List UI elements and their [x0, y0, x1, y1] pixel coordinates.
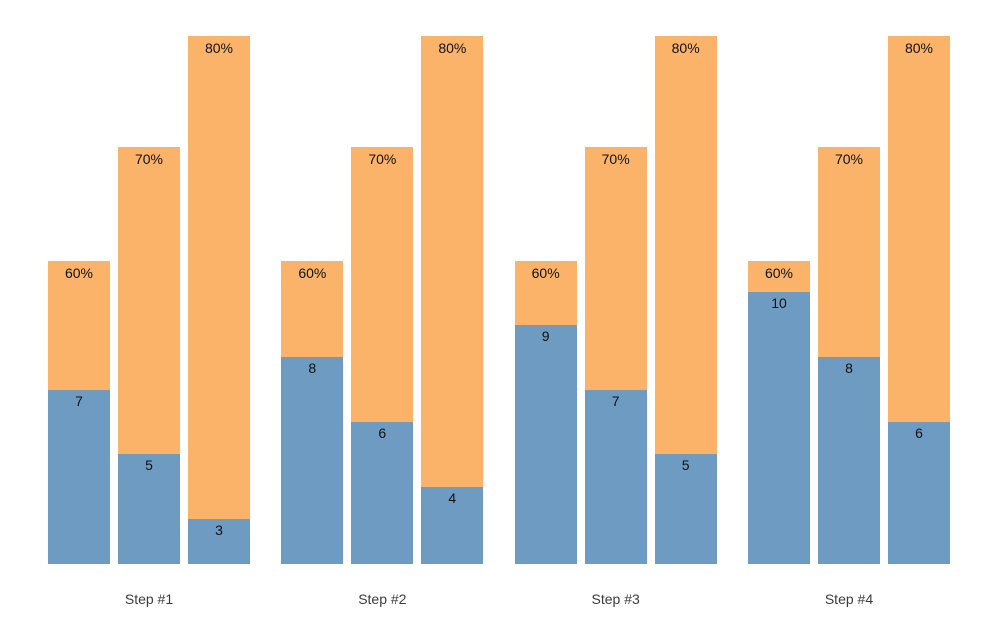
chart-area: 60% 7 70% 5 80% 3 60% 8 70% 6 80% 4 60% 9 70% 7 80% 5 60% 1… — [48, 36, 950, 564]
category-label: Step #3 — [591, 591, 640, 607]
total-bar: 60% 7 — [48, 261, 110, 564]
value-label: 6 — [915, 425, 923, 441]
inner-value-bar: 4 — [421, 487, 484, 564]
total-bar: 70% 7 — [584, 147, 647, 564]
inner-value-bar: 5 — [118, 454, 180, 564]
value-label: 7 — [75, 393, 83, 409]
value-label: 7 — [611, 393, 620, 409]
inner-value-bar: 8 — [817, 357, 880, 564]
value-label: 4 — [448, 490, 457, 506]
percent-label: 80% — [904, 40, 933, 56]
total-bar: 70% 6 — [351, 147, 414, 564]
total-bar: 60% 8 — [281, 261, 344, 564]
total-bar: 70% 5 — [118, 147, 180, 564]
percent-label: 60% — [298, 265, 327, 281]
value-label: 8 — [845, 360, 853, 376]
percent-label: 60% — [64, 265, 94, 281]
total-bar: 60% 10 — [747, 261, 810, 564]
total-bar: 80% 5 — [654, 36, 717, 564]
value-label: 5 — [681, 457, 690, 473]
percent-label: 70% — [601, 151, 630, 167]
value-label: 8 — [308, 360, 317, 376]
inner-value-bar: 6 — [351, 422, 414, 564]
percent-label: 70% — [134, 151, 164, 167]
total-bar: 60% 9 — [514, 261, 577, 564]
inner-value-bar: 7 — [584, 390, 647, 564]
inner-value-bar: 7 — [48, 390, 110, 564]
percent-label: 70% — [834, 151, 863, 167]
category-label: Step #4 — [824, 591, 874, 607]
value-label: 6 — [378, 425, 387, 441]
value-label: 5 — [145, 457, 153, 473]
percent-label: 80% — [204, 40, 234, 56]
total-bar: 80% 6 — [887, 36, 950, 564]
category-label: Step #1 — [124, 591, 174, 607]
inner-value-bar: 6 — [887, 422, 950, 564]
inner-value-bar: 10 — [747, 292, 810, 564]
percent-label: 60% — [764, 265, 793, 281]
total-bar: 80% 4 — [421, 36, 484, 564]
value-label: 3 — [215, 522, 223, 538]
percent-label: 60% — [531, 265, 560, 281]
inner-value-bar: 9 — [514, 325, 577, 564]
category-label: Step #2 — [358, 591, 407, 607]
value-label: 10 — [771, 295, 787, 311]
inner-value-bar: 3 — [188, 519, 250, 564]
total-bar: 80% 3 — [188, 36, 250, 564]
percent-label: 80% — [438, 40, 467, 56]
percent-label: 80% — [671, 40, 700, 56]
inner-value-bar: 5 — [654, 454, 717, 564]
inner-value-bar: 8 — [281, 357, 344, 564]
total-bar: 70% 8 — [817, 147, 880, 564]
percent-label: 70% — [368, 151, 397, 167]
value-label: 9 — [541, 328, 550, 344]
